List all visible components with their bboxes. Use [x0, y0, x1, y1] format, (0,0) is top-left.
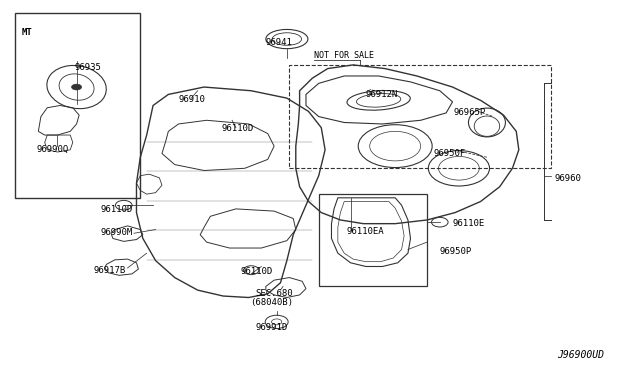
Text: 96950F: 96950F [433, 149, 466, 158]
Text: 96110D: 96110D [241, 267, 273, 276]
Text: SEC.680: SEC.680 [255, 289, 292, 298]
Text: 96910: 96910 [179, 95, 205, 104]
Text: MT: MT [22, 28, 33, 37]
Text: 96912N: 96912N [366, 90, 398, 99]
Text: 96935: 96935 [75, 63, 102, 72]
Circle shape [72, 84, 82, 90]
Text: 96960: 96960 [554, 174, 581, 183]
Text: 96941: 96941 [266, 38, 292, 46]
Text: 96965P: 96965P [454, 108, 486, 117]
Text: 96990Q: 96990Q [36, 145, 68, 154]
Bar [319, 194, 427, 286]
Text: 96110EA: 96110EA [347, 227, 385, 235]
Text: 96110D: 96110D [221, 124, 253, 133]
Text: 96950P: 96950P [440, 247, 472, 256]
Text: 96110E: 96110E [452, 219, 484, 228]
Text: 96991D: 96991D [255, 323, 287, 331]
Bar [15, 13, 140, 198]
Text: 96917B: 96917B [94, 266, 126, 275]
Text: NOT FOR SALE: NOT FOR SALE [314, 51, 374, 60]
Text: J96900UD: J96900UD [557, 350, 604, 360]
Text: (68040B): (68040B) [250, 298, 293, 307]
Text: 96110D: 96110D [100, 205, 132, 215]
Text: 96990M: 96990M [100, 228, 132, 237]
Bar [289, 65, 550, 168]
